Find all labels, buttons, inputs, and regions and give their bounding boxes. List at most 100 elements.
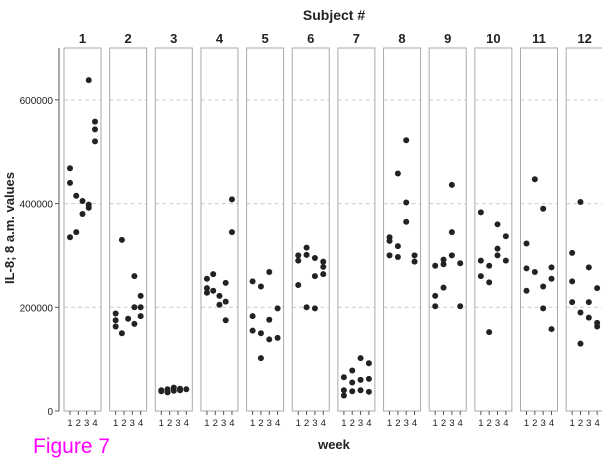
- data-point: [183, 386, 190, 393]
- x-tick-label: 2: [441, 418, 446, 429]
- panel-frame: [565, 47, 602, 412]
- data-point: [249, 313, 256, 320]
- data-point: [311, 255, 318, 262]
- data-point: [448, 252, 455, 259]
- data-point: [394, 170, 401, 177]
- x-tick-label: 1: [524, 418, 529, 429]
- data-point: [440, 284, 447, 291]
- panel-subject-2: 21 2 3 4: [109, 31, 148, 429]
- data-point: [320, 263, 327, 270]
- data-point: [85, 201, 92, 208]
- data-point: [320, 258, 327, 265]
- data-point: [523, 287, 530, 294]
- x-axis-label: week: [317, 437, 351, 452]
- data-point: [486, 279, 493, 286]
- x-tick-label: 4: [549, 418, 554, 429]
- data-point: [411, 252, 418, 259]
- data-point: [295, 252, 302, 259]
- x-tick-label: 3: [84, 418, 89, 429]
- data-point: [210, 271, 217, 278]
- panel-label: 5: [261, 31, 268, 46]
- data-point: [432, 303, 439, 310]
- data-point: [85, 77, 92, 84]
- data-point: [457, 303, 464, 310]
- x-tick-label: 2: [532, 418, 537, 429]
- data-point: [340, 374, 347, 381]
- panel-frame: [337, 47, 376, 412]
- x-tick-label: 2: [304, 418, 309, 429]
- data-point: [585, 314, 592, 321]
- data-point: [158, 387, 165, 394]
- panel-subject-3: 31 2 3 4: [154, 31, 193, 429]
- y-axis-label: IL-8; 8 a.m. values: [2, 172, 17, 284]
- x-tick-label: 1: [478, 418, 483, 429]
- panel-frame: [200, 47, 239, 412]
- data-point: [523, 240, 530, 247]
- data-point: [432, 292, 439, 299]
- x-tick-label: 1: [570, 418, 575, 429]
- y-tick-label: 0: [47, 407, 53, 418]
- data-point: [365, 375, 372, 382]
- x-tick-label: 3: [175, 418, 180, 429]
- panel-subject-12: 121 2 3 4: [565, 31, 602, 429]
- data-point: [357, 355, 364, 362]
- data-point: [594, 319, 601, 326]
- data-point: [222, 298, 229, 305]
- data-point: [540, 283, 547, 290]
- panel-subject-1: 11 2 3 4: [63, 31, 102, 429]
- data-point: [112, 310, 119, 317]
- data-point: [548, 326, 555, 333]
- chart-title: Subject #: [303, 7, 365, 23]
- panel-subject-11: 111 2 3 4: [520, 31, 558, 429]
- x-tick-label: 2: [213, 418, 218, 429]
- data-point: [131, 320, 138, 327]
- panel-label: 10: [486, 31, 500, 46]
- panel-label: 1: [79, 31, 86, 46]
- data-point: [386, 234, 393, 241]
- data-point: [540, 205, 547, 212]
- data-point: [274, 305, 281, 312]
- data-point: [403, 137, 410, 144]
- panel-subject-10: 10 1 2 3 4: [474, 31, 513, 429]
- data-point: [311, 273, 318, 280]
- data-point: [494, 221, 501, 228]
- data-point: [577, 199, 584, 206]
- data-point: [540, 305, 547, 312]
- data-point: [403, 199, 410, 206]
- x-tick-label: 4: [366, 418, 371, 429]
- data-point: [357, 376, 364, 383]
- data-point: [569, 299, 576, 306]
- data-point: [340, 387, 347, 394]
- data-point: [137, 292, 144, 299]
- panel-frame: [383, 47, 422, 412]
- panel-frame: [474, 47, 513, 412]
- data-point: [228, 196, 235, 203]
- data-point: [216, 301, 223, 308]
- panel-label: 8: [398, 31, 405, 46]
- data-point: [457, 260, 464, 267]
- panel-frame: [520, 47, 558, 412]
- y-tick-label: 200000: [20, 303, 54, 314]
- x-tick-label: 1: [433, 418, 438, 429]
- data-point: [477, 273, 484, 280]
- data-point: [222, 279, 229, 286]
- data-point: [222, 317, 229, 324]
- data-point: [477, 209, 484, 216]
- data-point: [203, 275, 210, 282]
- panel-label: 9: [444, 31, 451, 46]
- data-point: [137, 304, 144, 311]
- data-point: [486, 262, 493, 269]
- data-point: [448, 181, 455, 188]
- data-point: [311, 305, 318, 312]
- data-point: [494, 245, 501, 252]
- data-point: [394, 243, 401, 250]
- data-point: [577, 340, 584, 347]
- data-point: [228, 229, 235, 236]
- data-point: [137, 313, 144, 320]
- panel-label: 4: [216, 31, 224, 46]
- x-tick-label: 4: [229, 418, 234, 429]
- data-point: [403, 218, 410, 225]
- x-tick-label: 3: [586, 418, 591, 429]
- data-point: [266, 336, 273, 343]
